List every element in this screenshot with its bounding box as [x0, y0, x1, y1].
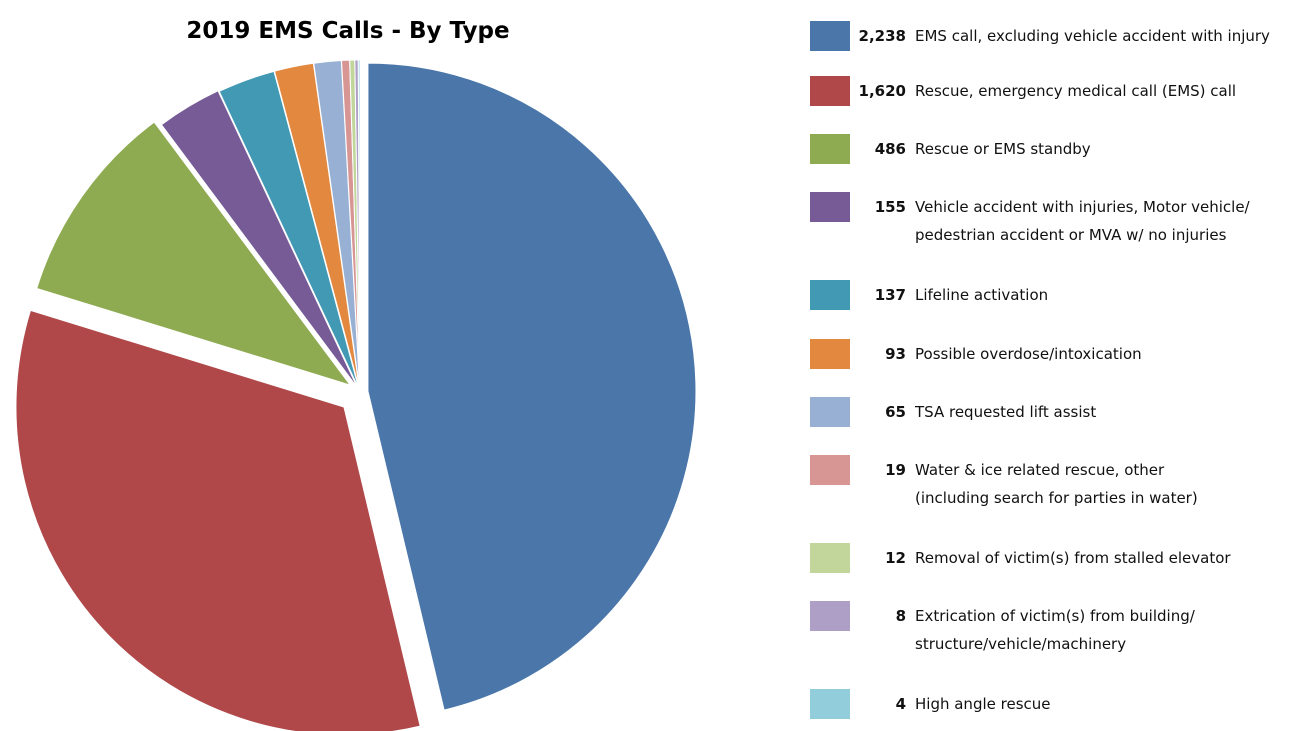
legend-item: 65 TSA requested lift assist — [810, 397, 1096, 427]
legend-label: High angle rescue — [915, 695, 1051, 713]
legend-value: 65 — [885, 403, 906, 421]
legend-label: Removal of victim(s) from stalled elevat… — [915, 549, 1231, 567]
legend-item: 12 Removal of victim(s) from stalled elev… — [810, 543, 1231, 573]
legend-swatch — [810, 280, 850, 310]
pie-slice — [160, 90, 358, 389]
pie-slice — [357, 59, 361, 389]
legend-item: 2,238 EMS call, excluding vehicle acciden… — [810, 21, 1270, 51]
legend-value: 2,238 — [858, 27, 906, 45]
legend-swatch — [810, 601, 850, 631]
legend-label: Possible overdose/intoxication — [915, 345, 1142, 363]
pie-slice — [367, 62, 697, 711]
legend-label: EMS call, excluding vehicle accident wit… — [915, 27, 1270, 45]
legend-item: 137 Lifeline activation — [810, 280, 1048, 310]
legend-item: 1,620 Rescue, emergency medical call (EMS… — [810, 76, 1236, 106]
legend-label: Extrication of victim(s) from building/ … — [915, 607, 1195, 653]
legend-swatch — [810, 192, 850, 222]
legend-value: 8 — [895, 607, 906, 625]
legend-item: 8 Extrication of victim(s) from building/… — [810, 601, 1195, 658]
legend-swatch — [810, 397, 850, 427]
legend-swatch — [810, 339, 850, 369]
legend-value: 1,620 — [858, 82, 906, 100]
pie-slice — [36, 121, 352, 387]
legend-item: 155 Vehicle accident with injuries, Motor… — [810, 192, 1250, 249]
legend-item: 4 High angle rescue — [810, 689, 1051, 719]
legend-swatch — [810, 134, 850, 164]
legend-swatch — [810, 21, 850, 51]
legend-value: 155 — [874, 198, 906, 216]
chart-title: 2019 EMS Calls - By Type — [186, 18, 509, 44]
legend-value: 486 — [874, 140, 906, 158]
legend-swatch — [810, 543, 850, 573]
legend-value: 93 — [885, 345, 906, 363]
legend-swatch — [810, 76, 850, 106]
legend-value: 12 — [885, 549, 906, 567]
pie-slice — [218, 70, 360, 389]
legend-value: 19 — [885, 461, 906, 479]
legend-label: Lifeline activation — [915, 286, 1049, 304]
legend-swatch — [810, 455, 850, 485]
legend-item: 486 Rescue or EMS standby — [810, 134, 1091, 164]
legend-label: Rescue, emergency medical call (EMS) cal… — [915, 82, 1237, 100]
legend-label: TSA requested lift assist — [915, 403, 1097, 421]
legend-label: Water & ice related rescue, other (inclu… — [915, 461, 1198, 507]
legend-item: 19 Water & ice related rescue, other (inc… — [810, 455, 1198, 512]
legend-label: Rescue or EMS standby — [915, 140, 1091, 158]
chart: 2019 EMS Calls - By Type — [15, 18, 697, 731]
legend-value: 4 — [895, 695, 906, 713]
legend-value: 137 — [874, 286, 906, 304]
legend-swatch — [810, 689, 850, 719]
legend-item: 93 Possible overdose/intoxication — [810, 339, 1142, 369]
pie-slice — [15, 309, 421, 731]
legend-label: Vehicle accident with injuries, Motor ve… — [915, 198, 1250, 244]
